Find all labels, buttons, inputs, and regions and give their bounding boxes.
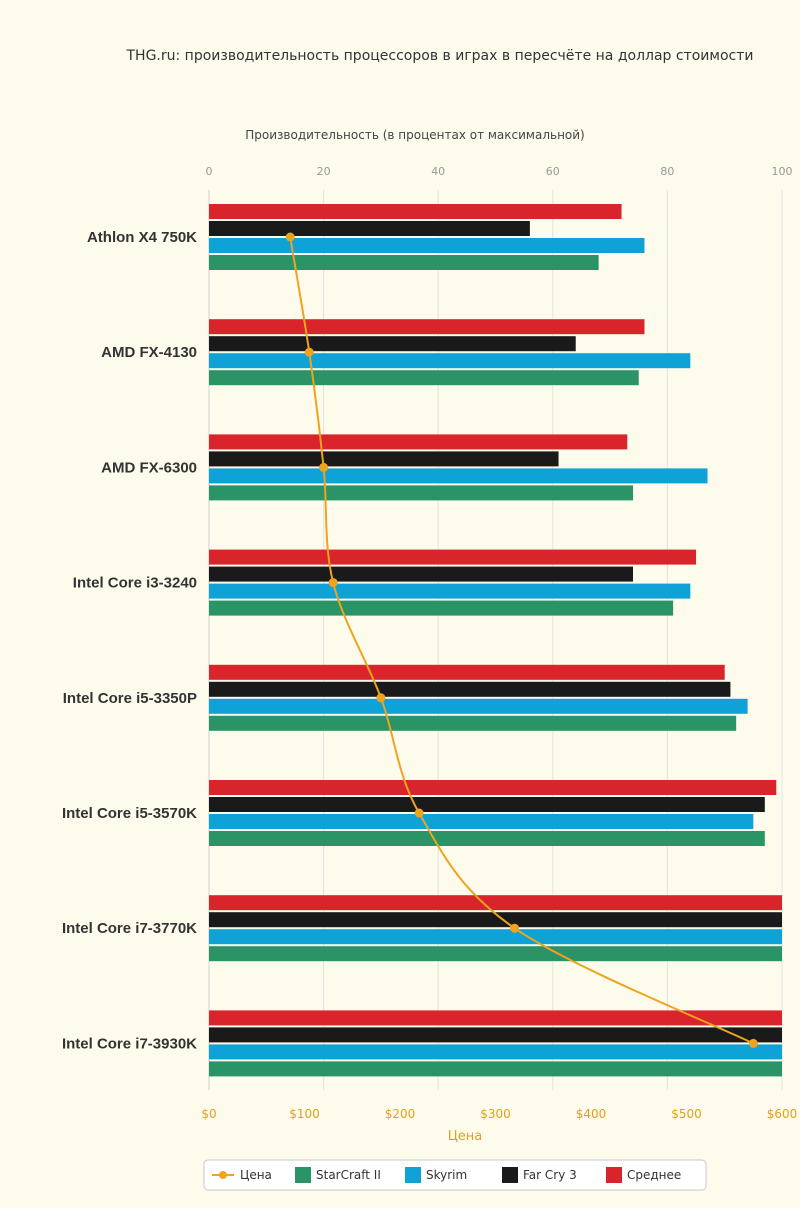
- bar: [209, 681, 731, 697]
- top-tick-label: 60: [546, 165, 560, 178]
- bar: [209, 1027, 782, 1043]
- bar: [209, 600, 674, 616]
- bar: [209, 485, 634, 501]
- price-point: [414, 808, 424, 818]
- bar: [209, 664, 725, 680]
- bar: [209, 912, 782, 928]
- bar: [209, 946, 782, 962]
- bar: [209, 797, 765, 812]
- top-tick-label: 80: [660, 165, 674, 178]
- price-point: [285, 232, 295, 242]
- legend-line-dot: [219, 1171, 227, 1179]
- category-labels: Athlon X4 750K AMD FX-4130 AMD FX-6300 Inte…: [62, 229, 197, 1052]
- bar: [209, 238, 645, 253]
- chart-title: THG.ru: производительность процессоров в…: [126, 48, 754, 64]
- bar: [209, 549, 697, 565]
- bottom-tick-label: $300: [480, 1107, 511, 1121]
- bottom-tick-label: $0: [201, 1107, 216, 1121]
- price-line-path: [289, 236, 754, 1045]
- legend-box: [203, 1159, 707, 1191]
- legend-label: Среднее: [627, 1168, 681, 1182]
- top-tick-label: 40: [431, 165, 445, 178]
- price-point: [304, 347, 314, 357]
- legend-label: Far Cry 3: [523, 1168, 577, 1182]
- price-point: [319, 462, 329, 472]
- bar: [209, 336, 576, 352]
- bar: [209, 1010, 782, 1026]
- legend: Цена StarCraft II Skyrim Far Cry 3 Среднее: [203, 1159, 707, 1191]
- bar: [209, 255, 599, 270]
- category-label: Intel Core i5-3570K: [62, 805, 197, 822]
- bar: [209, 1061, 782, 1077]
- category-label: AMD FX-6300: [101, 459, 197, 476]
- bar: [209, 715, 737, 731]
- bar: [209, 814, 754, 829]
- category-label: AMD FX-4130: [101, 344, 197, 361]
- bar: [209, 353, 691, 369]
- bar: [209, 583, 691, 599]
- bar: [209, 204, 622, 219]
- price-point: [510, 923, 520, 933]
- top-tick-label: 100: [772, 165, 793, 178]
- legend-label: Цена: [240, 1168, 272, 1182]
- bottom-axis-label: Цена: [448, 1129, 483, 1144]
- price-point: [376, 693, 386, 703]
- bar: [209, 434, 628, 450]
- category-label: Athlon X4 750K: [87, 229, 197, 246]
- legend-label: StarCraft II: [316, 1168, 381, 1182]
- category-label: Intel Core i5-3350P: [63, 690, 197, 707]
- bar: [209, 895, 782, 911]
- legend-swatch: [606, 1167, 622, 1183]
- bar: [209, 451, 559, 467]
- bar: [209, 929, 782, 945]
- bottom-tick-label: $600: [767, 1107, 798, 1121]
- top-axis-ticks: 0 20 40 60 80 100: [206, 165, 793, 178]
- bottom-tick-label: $100: [289, 1107, 320, 1121]
- bar: [209, 221, 530, 236]
- bar: [209, 780, 777, 795]
- bar: [209, 468, 708, 484]
- bar: [209, 1044, 782, 1060]
- price-line: [285, 232, 758, 1048]
- bar: [209, 698, 748, 714]
- bar: [209, 831, 765, 846]
- legend-label: Skyrim: [426, 1168, 467, 1182]
- bottom-tick-label: $500: [671, 1107, 702, 1121]
- legend-swatch: [502, 1167, 518, 1183]
- bars: [209, 204, 782, 1077]
- price-point: [328, 578, 338, 588]
- bottom-tick-label: $400: [576, 1107, 607, 1121]
- bottom-axis-ticks: $0 $100 $200 $300 $400 $500 $600: [201, 1107, 797, 1121]
- bottom-tick-label: $200: [385, 1107, 416, 1121]
- legend-swatch: [405, 1167, 421, 1183]
- bar: [209, 370, 639, 386]
- category-label: Intel Core i7-3770K: [62, 920, 197, 937]
- bar: [209, 566, 634, 582]
- legend-swatch: [295, 1167, 311, 1183]
- price-point: [748, 1038, 758, 1048]
- category-label: Intel Core i7-3930K: [62, 1035, 197, 1052]
- top-tick-label: 20: [317, 165, 331, 178]
- category-label: Intel Core i3-3240: [73, 575, 197, 592]
- bar: [209, 319, 645, 335]
- top-tick-label: 0: [206, 165, 213, 178]
- top-axis-label: Производительность (в процентах от макси…: [245, 128, 585, 142]
